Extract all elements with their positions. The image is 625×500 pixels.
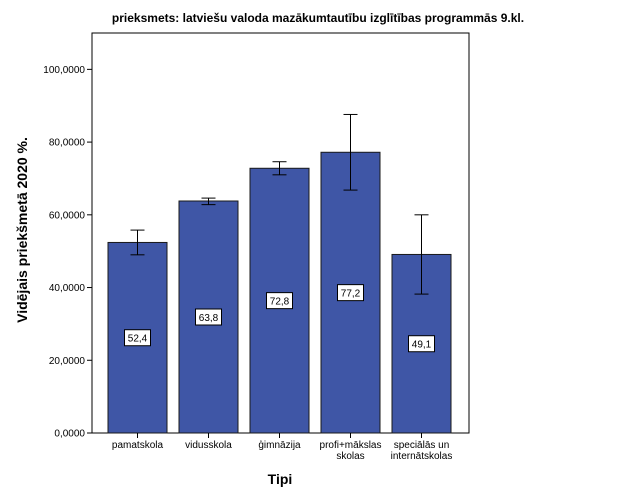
chart-title: prieksmets: latviešu valoda mazākumtautī…	[112, 11, 524, 25]
x-axis-title: Tipi	[268, 471, 293, 487]
data-label: 49,1	[412, 340, 432, 351]
data-label-box	[266, 292, 293, 310]
y-tick-label: 80,0000	[49, 138, 86, 149]
data-label: 72,8	[270, 297, 290, 308]
y-axis-title: Vidējais priekšmetā 2020 %.	[14, 137, 30, 323]
x-tick-label: internātskolas	[391, 451, 453, 462]
data-label: 63,8	[199, 313, 219, 324]
x-tick-label: skolas	[336, 451, 364, 462]
y-tick-label: 100,0000	[43, 65, 85, 76]
y-tick-label: 20,0000	[49, 356, 86, 367]
x-tick-label: profi+mākslas	[320, 440, 382, 451]
data-label-box	[408, 335, 435, 353]
y-axis: 0,0000 20,0000 40,0000 60,0000 80,0000 100,00…	[43, 65, 92, 440]
x-axis: pamatskola vidusskola ģimnāzija profi+māksl…	[112, 433, 452, 462]
x-tick-label: vidusskola	[185, 440, 232, 451]
x-tick-label: ģimnāzija	[258, 438, 301, 451]
y-tick-label: 0,0000	[54, 429, 85, 440]
data-label: 52,4	[128, 334, 148, 345]
data-label-box	[195, 308, 222, 326]
data-label: 77,2	[341, 289, 361, 300]
x-tick-label: speciālās un	[394, 440, 450, 451]
x-tick-label: pamatskola	[112, 440, 164, 451]
data-label-box	[337, 284, 364, 302]
y-tick-label: 60,0000	[49, 210, 86, 221]
bars-layer: 52,4 63,8 72,8 77,2 49,1	[107, 113, 452, 434]
data-label-box	[124, 329, 151, 347]
y-tick-label: 40,0000	[49, 283, 86, 294]
